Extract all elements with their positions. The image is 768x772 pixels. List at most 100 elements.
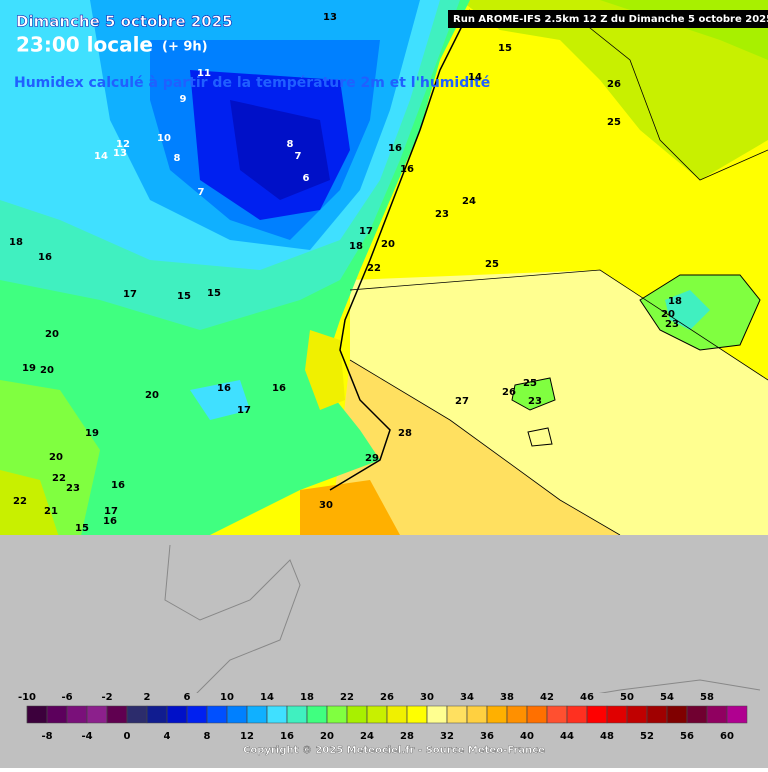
field-16-inland <box>190 380 250 420</box>
colorbar-swatch <box>566 705 588 724</box>
colorbar-label: 50 <box>620 692 634 703</box>
field-22-west <box>0 470 60 545</box>
field-22 <box>460 0 768 180</box>
contour-label: 15 <box>498 43 512 54</box>
colorbar-label: 22 <box>340 692 354 703</box>
colorbar-swatch <box>366 705 388 724</box>
contour-label: 25 <box>523 378 537 389</box>
copyright: Copyright © 2025 Meteociel.fr - Source M… <box>243 745 545 756</box>
contour-label: 8 <box>287 139 294 150</box>
border <box>164 544 301 701</box>
colorbar-label: 30 <box>420 692 434 703</box>
contour-label: 13 <box>113 148 127 159</box>
contour-label: 20 <box>40 365 54 376</box>
colorbar-label: 8 <box>204 731 211 742</box>
contour-label: 22 <box>13 496 27 507</box>
contour-label: 16 <box>103 516 117 527</box>
contour-label: 23 <box>528 396 542 407</box>
colorbar-label: -6 <box>61 692 72 703</box>
contour-label: 17 <box>104 506 118 517</box>
colorbar-label: 10 <box>220 692 234 703</box>
colorbar-label: 54 <box>660 692 674 703</box>
legend-area <box>0 693 768 768</box>
colorbar-swatch <box>166 705 188 724</box>
colorbar-swatch <box>306 705 328 724</box>
colorbar-swatch <box>206 705 228 724</box>
contour-label: 15 <box>75 523 89 534</box>
time: 23:00 locale <box>16 33 153 57</box>
contour-label: 16 <box>272 383 286 394</box>
contour-label: 25 <box>485 259 499 270</box>
subtitle: Humidex calculé à partir de la températu… <box>14 75 490 91</box>
contour-label: 26 <box>502 387 516 398</box>
colorbar-label: 56 <box>680 731 694 742</box>
contour-label: 14 <box>468 72 482 83</box>
contour-label: 17 <box>237 405 251 416</box>
colorbar-label: -4 <box>81 731 92 742</box>
contour-label: 16 <box>388 143 402 154</box>
contour-label: 10 <box>157 133 171 144</box>
colorbar-swatch <box>406 705 428 724</box>
contour-label: 28 <box>398 428 412 439</box>
colorbar-swatch <box>726 705 748 724</box>
colorbar-swatch <box>186 705 208 724</box>
contour-label: 19 <box>22 363 36 374</box>
colorbar-swatch <box>706 705 728 724</box>
run-info: Run AROME-IFS 2.5km 12 Z du Dimanche 5 o… <box>453 14 768 25</box>
colorbar-label: 24 <box>360 731 374 742</box>
contour-label: 16 <box>400 164 414 175</box>
contour-label: 14 <box>94 151 108 162</box>
colorbar-label: 42 <box>540 692 554 703</box>
field-coast <box>305 330 345 410</box>
colorbar-label: 0 <box>124 731 131 742</box>
colorbar-swatch <box>506 705 528 724</box>
colorbar-label: -2 <box>101 692 112 703</box>
colorbar-swatch <box>426 705 448 724</box>
contour-label: 20 <box>381 239 395 250</box>
contour-label: 21 <box>44 506 58 517</box>
contour-line <box>349 359 621 536</box>
colorbar-swatch <box>86 705 108 724</box>
field-6 <box>230 100 330 200</box>
contour-label: 25 <box>607 117 621 128</box>
colorbar-swatch <box>666 705 688 724</box>
contour-label: 15 <box>207 288 221 299</box>
contour-label: 12 <box>116 139 130 150</box>
contour-label: 18 <box>349 241 363 252</box>
contour-label: 18 <box>668 296 682 307</box>
offset: (+ 9h) <box>162 40 208 55</box>
colorbar-swatch <box>26 705 48 724</box>
colorbar-swatch <box>646 705 668 724</box>
colorbar: -10-8-6-4-202468101214161820222426283032… <box>18 692 748 742</box>
date: Dimanche 5 octobre 2025 <box>16 13 233 31</box>
contour-label: 20 <box>145 390 159 401</box>
colorbar-swatch <box>386 705 408 724</box>
colorbar-label: 44 <box>560 731 574 742</box>
colorbar-swatch <box>226 705 248 724</box>
colorbar-swatch <box>586 705 608 724</box>
island-small <box>511 377 556 411</box>
contour-label: 7 <box>198 187 205 198</box>
contour-label: 16 <box>217 383 231 394</box>
colorbar-label: 48 <box>600 731 614 742</box>
island-tiny <box>527 427 553 447</box>
colorbar-swatch <box>346 705 368 724</box>
colorbar-swatch <box>686 705 708 724</box>
field-30 <box>300 480 400 535</box>
colorbar-swatch <box>546 705 568 724</box>
contour-label: 17 <box>123 289 137 300</box>
contour-line <box>349 269 768 381</box>
no-data-area <box>0 535 768 693</box>
colorbar-swatch <box>486 705 508 724</box>
colorbar-swatch <box>246 705 268 724</box>
colorbar-label: 34 <box>460 692 474 703</box>
colorbar-swatch <box>466 705 488 724</box>
contour-label: 30 <box>319 500 333 511</box>
colorbar-swatch <box>626 705 648 724</box>
colorbar-label: 12 <box>240 731 254 742</box>
contour-label: 22 <box>52 473 66 484</box>
colorbar-swatch <box>106 705 128 724</box>
